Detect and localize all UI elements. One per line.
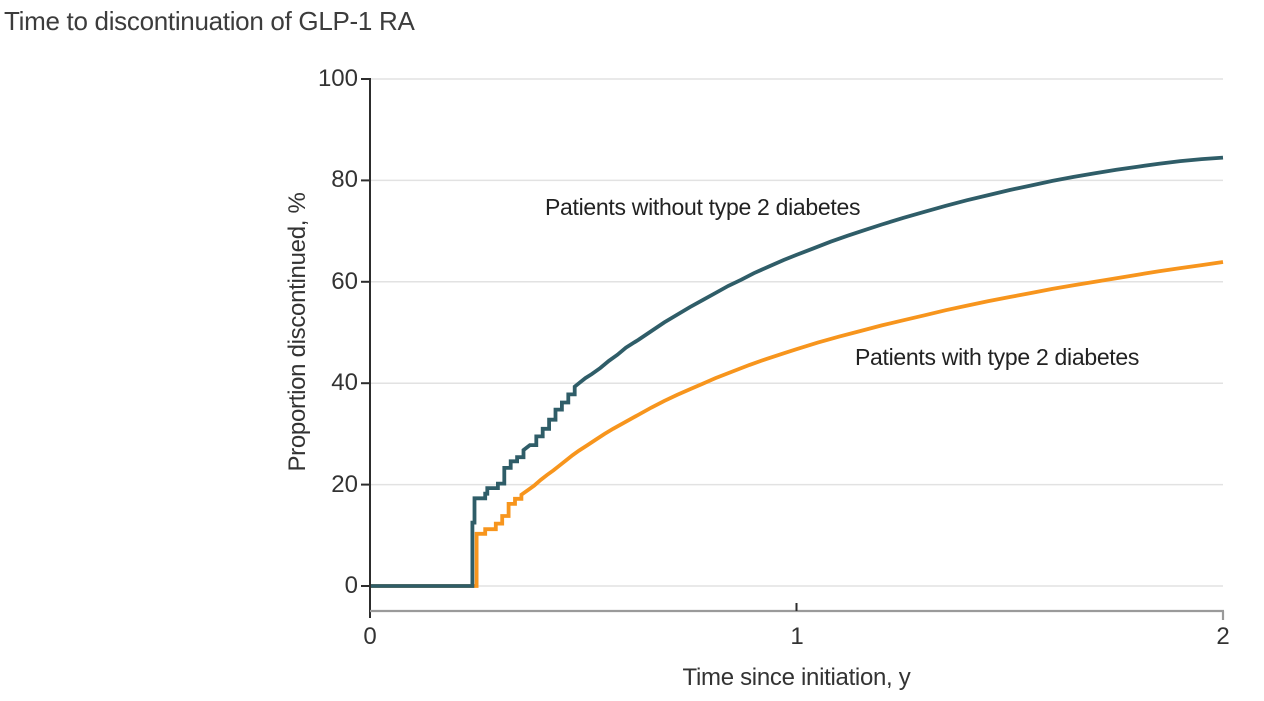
y-tick-label-60: 60 bbox=[331, 268, 358, 295]
x-tick-label-2: 2 bbox=[1216, 623, 1230, 650]
series-path-0 bbox=[370, 155, 1224, 588]
y-tick-label-80: 80 bbox=[331, 166, 358, 193]
y-axis-title: Proportion discontinued, % bbox=[284, 192, 311, 472]
x-tick-label-1: 1 bbox=[790, 623, 804, 650]
x-axis-title: Time since initiation, y bbox=[682, 664, 911, 691]
series-label-without-t2d: Patients without type 2 diabetes bbox=[545, 194, 861, 220]
series-label-with-t2d: Patients with type 2 diabetes bbox=[855, 344, 1140, 370]
y-tick-label-40: 40 bbox=[331, 369, 358, 396]
x-tick-label-0: 0 bbox=[363, 623, 377, 650]
y-tick-label-100: 100 bbox=[317, 65, 358, 92]
y-tick-label-0: 0 bbox=[344, 572, 358, 599]
chart-title: Time to discontinuation of GLP-1 RA bbox=[4, 6, 415, 36]
series-path-1 bbox=[370, 260, 1224, 588]
y-tick-label-20: 20 bbox=[331, 471, 358, 498]
